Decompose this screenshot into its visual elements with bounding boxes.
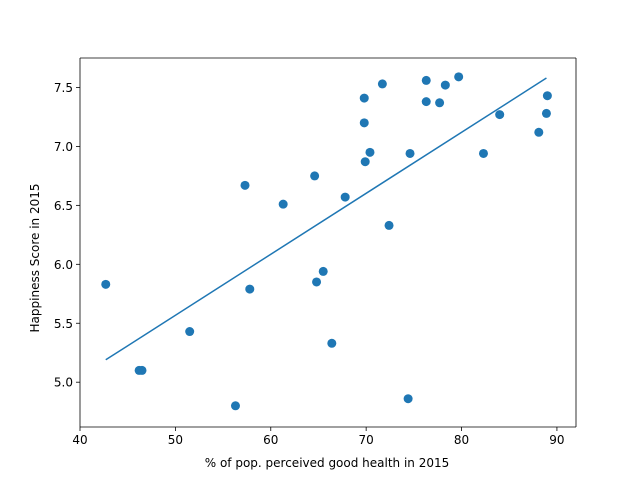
data-point	[137, 365, 147, 375]
x-tick-label: 90	[549, 433, 564, 447]
data-point	[435, 98, 445, 108]
y-tick-label: 6.0	[54, 258, 73, 272]
data-point	[495, 110, 505, 120]
data-point	[359, 118, 369, 128]
x-tick-label: 60	[263, 433, 278, 447]
y-tick-label: 5.0	[54, 376, 73, 390]
data-point	[318, 266, 328, 276]
data-point	[365, 147, 375, 157]
data-point	[534, 127, 544, 137]
x-tick-label: 80	[454, 433, 469, 447]
trend-line	[105, 77, 547, 361]
data-point	[312, 277, 322, 287]
data-point	[278, 199, 288, 209]
data-point	[310, 171, 320, 181]
data-point	[405, 148, 415, 158]
data-point	[360, 157, 370, 167]
data-point	[340, 192, 350, 202]
x-tick-label: 50	[168, 433, 183, 447]
y-tick-label: 6.5	[54, 199, 73, 213]
data-point	[245, 284, 255, 294]
data-point	[542, 91, 552, 101]
y-tick-label: 5.5	[54, 317, 73, 331]
data-point	[478, 148, 488, 158]
data-point	[384, 220, 394, 230]
data-point	[403, 394, 413, 404]
data-point	[377, 79, 387, 89]
y-tick-label: 7.5	[54, 81, 73, 95]
y-axis-label: Happiness Score in 2015	[28, 184, 42, 333]
data-point	[327, 338, 337, 348]
data-point	[240, 180, 250, 190]
data-point	[440, 80, 450, 90]
x-tick-label: 40	[72, 433, 87, 447]
data-point	[185, 327, 195, 337]
x-tick-label: 70	[359, 433, 374, 447]
plot-area: 40 50 60 70 80 90 5.0 5.5 6.0 6.5 7.0 7.5	[54, 57, 577, 447]
data-point	[230, 401, 240, 411]
data-point	[454, 72, 464, 82]
data-point	[359, 93, 369, 103]
y-tick-label: 7.0	[54, 140, 73, 154]
data-point	[541, 108, 551, 118]
data-point	[421, 75, 431, 85]
data-point	[101, 279, 111, 289]
data-point	[421, 97, 431, 107]
x-axis-label: % of pop. perceived good health in 2015	[205, 456, 450, 470]
